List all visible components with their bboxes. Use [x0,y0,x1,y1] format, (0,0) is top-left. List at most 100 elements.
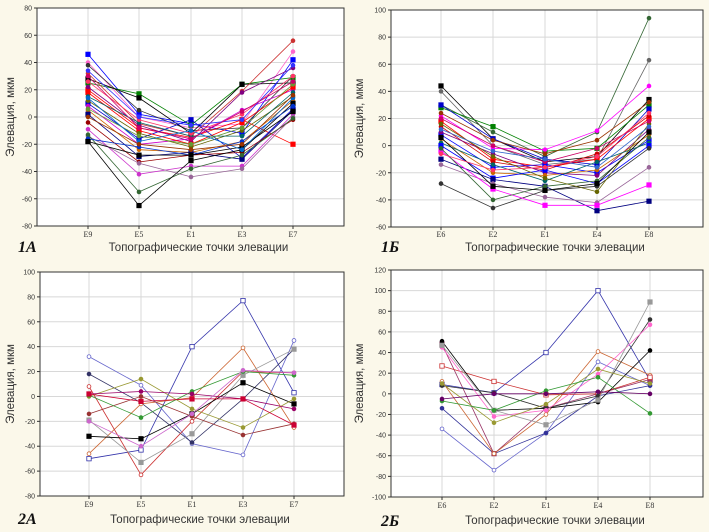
x-tick-label: E6 [438,501,447,510]
data-point [438,89,444,94]
data-point [438,156,444,162]
data-point [136,202,142,209]
y-tick-label: -20 [376,412,386,419]
data-point [291,390,297,396]
data-point [595,389,601,395]
data-point [291,338,297,343]
data-point [542,184,548,189]
series-s22 [85,108,296,158]
data-point [85,95,91,101]
series-s13 [439,389,653,402]
data-point [491,408,497,413]
y-tick-label: -20 [376,170,386,177]
data-point [647,322,653,327]
data-point [490,162,496,167]
data-point [138,415,144,420]
data-point [647,381,653,386]
data-point [189,419,195,424]
data-point [438,134,444,141]
data-point [240,298,246,304]
y-tick-label: 20 [24,87,32,94]
x-tick-label: E2 [489,230,498,239]
y-tick-label: -40 [376,197,386,204]
data-point [542,202,548,208]
data-point [189,406,195,412]
y-axis-title: Элевация, мкм [5,77,17,157]
x-axis-title: Топографические точки элевации [465,242,645,254]
data-point [290,108,296,115]
data-point [240,368,246,373]
data-point [86,451,92,456]
data-point [647,348,653,353]
y-axis-title: Элевация, мкм [354,343,366,423]
data-point [646,129,652,135]
data-point [595,359,601,365]
data-point [595,288,601,294]
panel-1A: -80 -60 -40 -20 0 20 40 60 80 E9 E5 E1 E3 E7 Топографи… [0,0,354,264]
x-tick-label: E9 [85,500,94,509]
y-tick-label: 100 [374,288,386,295]
data-point [542,165,548,170]
data-point [490,137,496,143]
y-tick-label: -60 [22,196,32,203]
data-point [138,389,144,394]
data-point [85,114,91,120]
data-point [188,152,194,158]
data-point [239,166,245,172]
data-point [290,141,296,147]
data-point [189,391,195,397]
data-point [239,125,245,131]
series-s12 [86,368,297,449]
data-point [138,436,144,442]
data-point [646,182,652,188]
plot-frame [36,7,345,227]
data-point [86,411,92,417]
y-tick-label: -80 [22,224,32,231]
y-tick-label: 80 [24,6,32,13]
y-tick-label: 100 [23,270,35,277]
data-point [646,83,652,89]
data-point [438,110,444,116]
data-point [646,110,652,116]
series-s26 [85,73,296,142]
data-point [189,344,195,350]
data-point [594,208,600,214]
data-point [439,342,445,348]
data-point [240,380,246,386]
data-point [291,370,297,376]
data-point [542,175,548,181]
y-tick-label: 60 [378,62,386,69]
data-point [595,366,601,372]
data-point [85,126,91,132]
data-point [543,430,549,436]
y-tick-label: 120 [374,268,386,275]
data-point [138,376,144,382]
series-s8 [86,394,297,438]
y-tick-label: 60 [378,329,386,336]
data-point [543,408,549,413]
data-point [138,472,144,478]
data-point [490,197,496,203]
data-point [646,198,652,204]
y-axis-title: Элевация, мкм [354,78,366,158]
data-point [136,114,142,120]
y-tick-label: 40 [378,89,386,96]
x-tick-label: E3 [239,500,248,509]
data-point [290,38,296,43]
data-point [85,68,91,73]
data-point [240,345,246,351]
y-tick-label: 20 [27,369,35,376]
x-tick-label: E7 [289,230,298,239]
panel-label: 1A [18,239,37,256]
data-point [543,349,549,356]
x-tick-label: E1 [187,230,196,239]
plot-frame [39,271,345,497]
data-point [86,391,92,397]
data-point [136,133,142,139]
data-point [136,152,142,158]
plot-frame [390,9,704,228]
data-point [543,401,549,407]
data-point [646,118,652,124]
y-tick-label: 0 [31,394,35,401]
data-point [188,136,194,142]
